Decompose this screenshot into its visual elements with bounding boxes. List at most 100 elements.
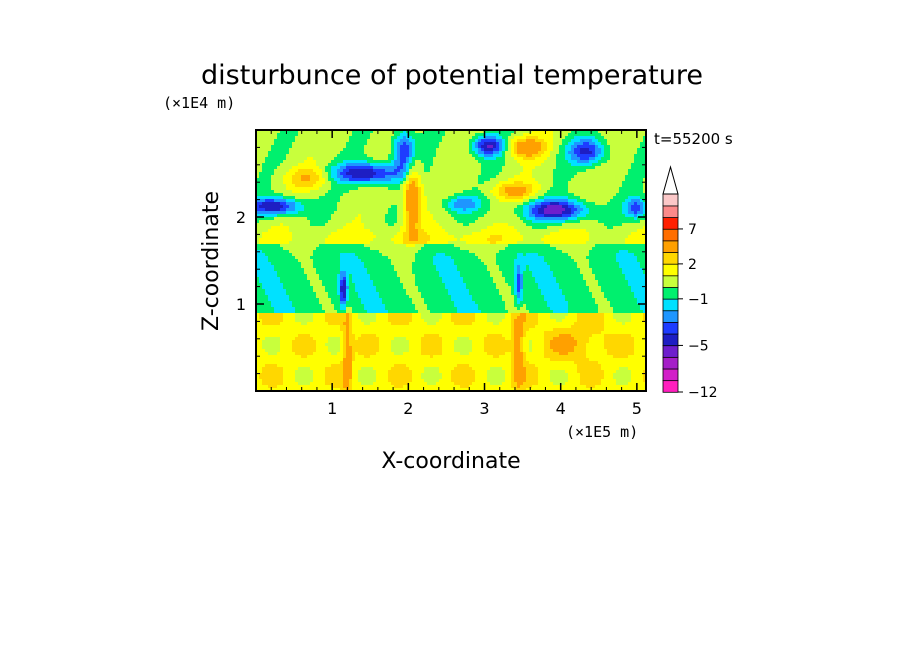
contour-cell	[379, 142, 383, 146]
contour-cell	[355, 259, 359, 263]
contour-cell	[343, 385, 347, 389]
contour-cell	[265, 139, 269, 143]
contour-cell	[364, 331, 368, 335]
contour-cell	[385, 358, 389, 362]
contour-cell	[337, 244, 341, 248]
contour-cell	[286, 385, 290, 389]
contour-cell	[316, 175, 320, 179]
contour-cell	[307, 160, 311, 164]
contour-cell	[292, 280, 296, 284]
contour-cell	[301, 136, 305, 140]
contour-cell	[265, 280, 269, 284]
contour-cell	[352, 151, 356, 155]
contour-cell	[259, 358, 263, 362]
contour-cell	[406, 238, 410, 242]
contour-cell	[313, 154, 317, 158]
contour-cell	[274, 205, 278, 209]
contour-cell	[364, 178, 368, 182]
contour-cell	[403, 256, 407, 260]
contour-cell	[385, 247, 389, 251]
contour-cell	[367, 190, 371, 194]
contour-cell	[259, 241, 263, 245]
contour-cell	[385, 175, 389, 179]
contour-cell	[364, 235, 368, 239]
contour-cell	[337, 301, 341, 305]
contour-cell	[382, 280, 386, 284]
contour-cell	[328, 268, 332, 272]
contour-cell	[319, 202, 323, 206]
contour-cell	[403, 382, 407, 386]
contour-cell	[373, 160, 377, 164]
contour-cell	[349, 301, 353, 305]
contour-cell	[352, 190, 356, 194]
contour-cell	[268, 178, 272, 182]
contour-cell	[301, 169, 305, 173]
contour-cell	[406, 148, 410, 152]
contour-cell	[292, 313, 296, 317]
contour-cell	[412, 166, 416, 170]
contour-cell	[394, 346, 398, 350]
contour-cell	[316, 325, 320, 329]
contour-cell	[388, 382, 392, 386]
contour-cell	[352, 259, 356, 263]
contour-cell	[277, 145, 281, 149]
contour-cell	[391, 268, 395, 272]
contour-cell	[382, 364, 386, 368]
contour-cell	[415, 139, 419, 143]
contour-cell	[424, 184, 428, 188]
contour-cell	[307, 211, 311, 215]
contour-cell	[289, 358, 293, 362]
contour-cell	[352, 250, 356, 254]
contour-cell	[289, 196, 293, 200]
contour-cell	[400, 349, 404, 353]
contour-cell	[382, 382, 386, 386]
contour-cell	[256, 313, 260, 317]
contour-cell	[388, 211, 392, 215]
contour-cell	[265, 262, 269, 266]
contour-cell	[292, 295, 296, 299]
contour-cell	[349, 274, 353, 278]
contour-cell	[382, 310, 386, 314]
contour-cell	[382, 229, 386, 233]
contour-cell	[370, 307, 374, 311]
contour-cell	[268, 340, 272, 344]
contour-cell	[352, 352, 356, 356]
contour-cell	[346, 253, 350, 257]
contour-cell	[403, 277, 407, 281]
contour-cell	[334, 172, 338, 176]
contour-cell	[388, 202, 392, 206]
contour-cell	[379, 235, 383, 239]
contour-cell	[409, 352, 413, 356]
contour-cell	[421, 235, 425, 239]
contour-cell	[385, 310, 389, 314]
contour-cell	[343, 172, 347, 176]
contour-cell	[325, 355, 329, 359]
contour-cell	[340, 223, 344, 227]
contour-cell	[400, 235, 404, 239]
contour-cell	[256, 226, 260, 230]
contour-cell	[361, 229, 365, 233]
contour-cell	[268, 208, 272, 212]
contour-cell	[337, 277, 341, 281]
contour-cell	[325, 388, 329, 391]
contour-cell	[364, 256, 368, 260]
contour-cell	[364, 379, 368, 383]
contour-cell	[280, 154, 284, 158]
contour-cell	[340, 283, 344, 287]
contour-cell	[343, 310, 347, 314]
contour-cell	[301, 133, 305, 137]
contour-cell	[268, 379, 272, 383]
contour-cell	[307, 181, 311, 185]
contour-cell	[367, 289, 371, 293]
contour-cell	[265, 193, 269, 197]
contour-cell	[346, 181, 350, 185]
contour-cell	[316, 379, 320, 383]
contour-cell	[328, 175, 332, 179]
contour-cell	[259, 343, 263, 347]
contour-cell	[277, 214, 281, 218]
contour-cell	[271, 364, 275, 368]
contour-cell	[406, 298, 410, 302]
contour-cell	[358, 361, 362, 365]
contour-cell	[340, 190, 344, 194]
contour-cell	[322, 313, 326, 317]
